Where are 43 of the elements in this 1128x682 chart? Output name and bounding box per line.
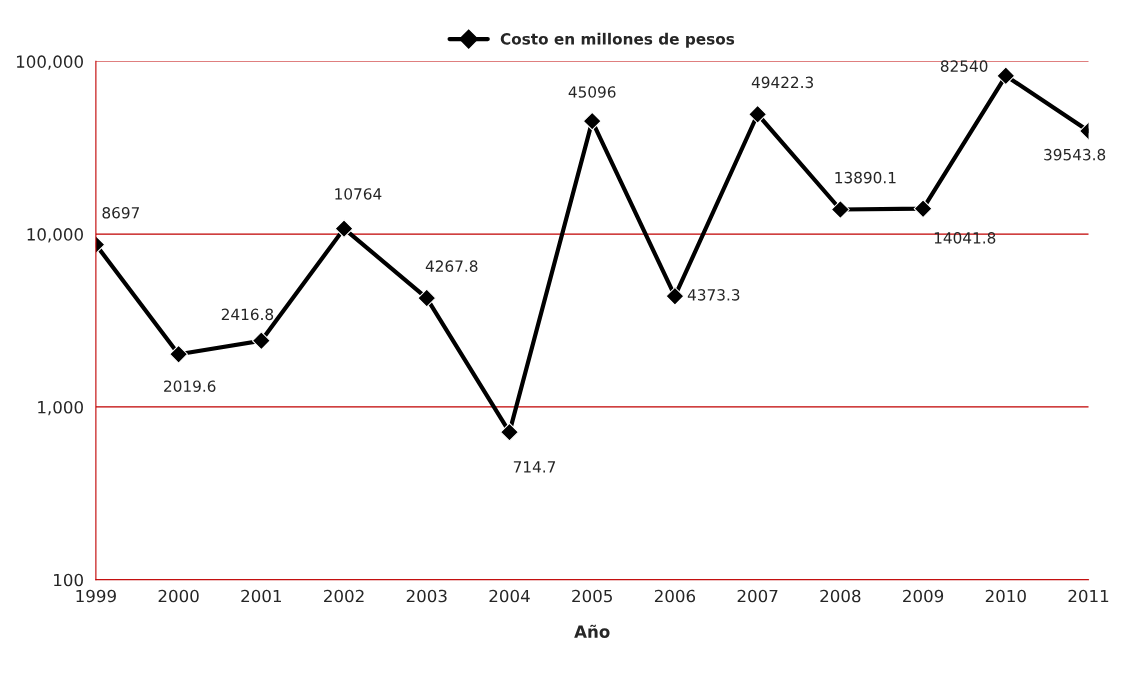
x-tick-label: 2002 xyxy=(324,589,364,603)
point xyxy=(500,422,519,442)
x-tick-label: 2008 xyxy=(820,589,861,603)
data-label: 2019.6 xyxy=(164,380,216,392)
data-label: 2416.8 xyxy=(221,308,274,321)
x-tick-label: 2011 xyxy=(1068,589,1109,603)
x-tick-label: 2004 xyxy=(489,589,530,603)
data-label: 13890.1 xyxy=(835,171,896,184)
point xyxy=(748,104,767,124)
x-tick-label: 2010 xyxy=(985,589,1026,603)
point xyxy=(582,111,602,131)
x-tick-label: 2006 xyxy=(654,589,696,603)
x-tick-label: 2005 xyxy=(572,589,612,603)
y-tick-label: 100 xyxy=(54,573,83,587)
data-label: 10764 xyxy=(335,188,382,200)
data-label: 14041.8 xyxy=(934,232,996,244)
data-label: 45096 xyxy=(568,86,616,98)
point xyxy=(169,344,188,364)
point xyxy=(831,200,850,219)
data-label: 714.7 xyxy=(513,461,556,473)
y-tick-label: 1,000 xyxy=(38,400,83,416)
x-axis-title: Año xyxy=(574,624,610,638)
x-tick-label: 1999 xyxy=(76,589,116,603)
legend-label: Costo en millones de pesos xyxy=(500,32,735,48)
point xyxy=(334,219,354,238)
x-tick-label: 2003 xyxy=(406,589,447,603)
point xyxy=(913,199,933,219)
x-tick-label: 2001 xyxy=(241,589,281,603)
y-tick-label: 10,000 xyxy=(27,228,83,243)
data-label: 82540 xyxy=(940,60,988,72)
data-label: 49422.3 xyxy=(751,76,813,89)
data-label: 4267.8 xyxy=(425,260,478,272)
y-tick-label: 100,000 xyxy=(16,55,83,70)
point xyxy=(251,331,271,351)
x-tick-label: 2007 xyxy=(737,589,778,603)
x-tick-label: 2000 xyxy=(158,589,199,603)
data-label: 4373.3 xyxy=(687,289,740,301)
point xyxy=(417,288,437,308)
data-label: 8697 xyxy=(102,206,140,219)
point xyxy=(996,66,1016,86)
point xyxy=(665,286,685,306)
data-label: 39543.8 xyxy=(1044,148,1106,161)
x-tick-label: 2009 xyxy=(903,589,944,603)
